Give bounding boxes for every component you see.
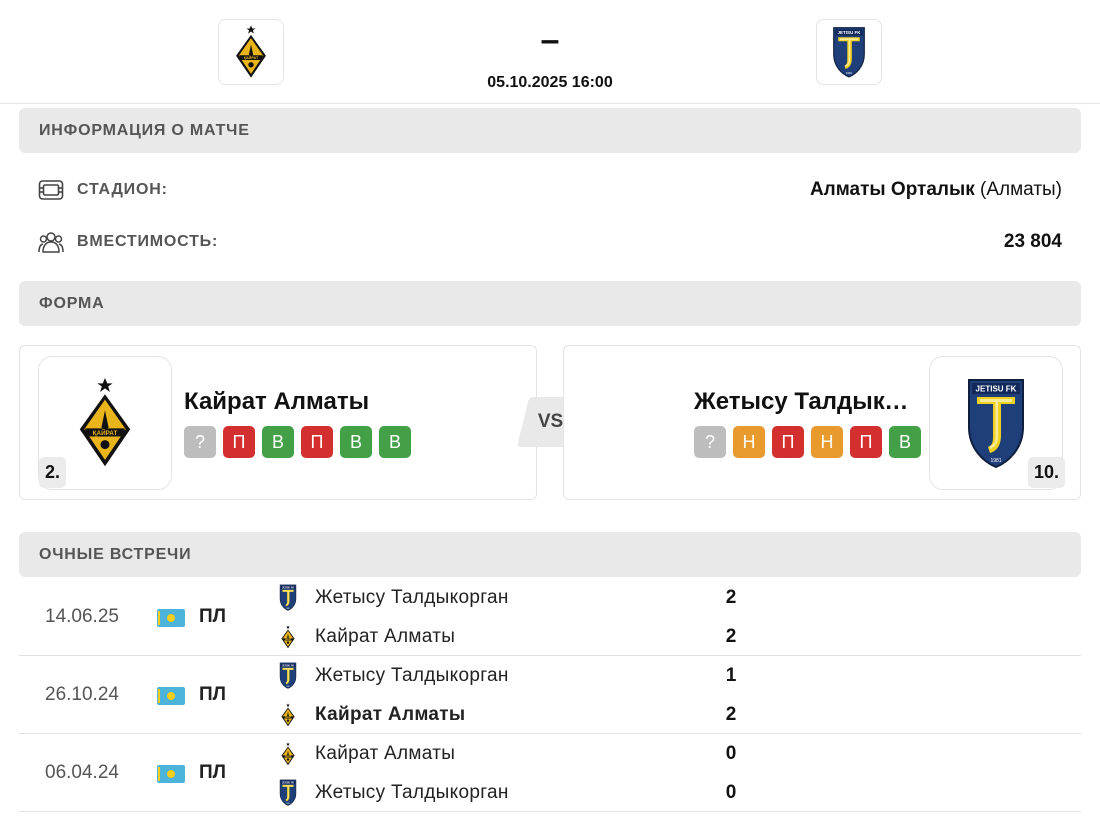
away-form-result[interactable]: Н <box>733 426 765 458</box>
h2h-team-name: Жетысу Талдыкорган <box>315 586 509 608</box>
h2h-league[interactable]: ПЛ <box>199 762 226 783</box>
away-form-result[interactable]: П <box>772 426 804 458</box>
kairat-crest-icon <box>281 703 295 727</box>
h2h-team-bottom[interactable]: Кайрат Алматы <box>277 695 465 734</box>
team-crest <box>277 741 299 767</box>
team-crest <box>277 624 299 650</box>
kazakhstan-flag-icon <box>157 687 185 705</box>
h2h-score-bottom: 0 <box>725 782 737 803</box>
away-team-name[interactable]: Жетысу Талдыкорган <box>694 388 909 415</box>
away-form-result[interactable]: П <box>850 426 882 458</box>
stadium-icon <box>38 177 64 203</box>
kairat-crest-icon <box>235 25 267 79</box>
zhetysu-crest-icon <box>279 662 297 689</box>
match-score: – <box>540 21 560 59</box>
h2h-score-bottom: 2 <box>725 704 737 725</box>
team-crest <box>277 663 299 689</box>
h2h-date: 26.10.24 <box>45 684 119 705</box>
h2h-league[interactable]: ПЛ <box>199 684 226 705</box>
away-team-logo[interactable] <box>816 19 882 85</box>
home-form-badges: ? П В П В В <box>184 426 411 458</box>
h2h-team-top[interactable]: Кайрат Алматы <box>277 734 455 773</box>
stadium-city: (Алматы) <box>980 179 1062 200</box>
h2h-team-top[interactable]: Жетысу Талдыкорган <box>277 578 509 617</box>
zhetysu-crest-icon <box>966 377 1026 469</box>
stadium-value: Алматы Орталык (Алматы) <box>810 179 1062 201</box>
zhetysu-crest-icon <box>279 779 297 806</box>
zhetysu-crest-icon <box>279 584 297 611</box>
h2h-league[interactable]: ПЛ <box>199 606 226 627</box>
home-form-result[interactable]: П <box>223 426 255 458</box>
h2h-team-name: Жетысу Талдыкорган <box>315 781 509 803</box>
h2h-team-name: Кайрат Алматы <box>315 703 466 725</box>
home-form-result[interactable]: ? <box>184 426 216 458</box>
kairat-crest-icon <box>281 742 295 766</box>
kazakhstan-flag-icon <box>157 609 185 627</box>
capacity-value: 23 804 <box>1003 231 1062 252</box>
away-form-badges: ? Н П Н П В <box>694 426 921 458</box>
h2h-match-row[interactable]: 26.10.24 ПЛ Жетысу Талдыкорган 1 Кайрат Алма… <box>19 656 1081 734</box>
home-form-result[interactable]: В <box>262 426 294 458</box>
home-form-result[interactable]: В <box>379 426 411 458</box>
home-team-logo[interactable] <box>218 19 284 85</box>
home-form-result[interactable]: В <box>340 426 372 458</box>
h2h-team-bottom[interactable]: Жетысу Талдыкорган <box>277 773 509 812</box>
away-form-result[interactable]: ? <box>694 426 726 458</box>
h2h-team-top[interactable]: Жетысу Талдыкорган <box>277 656 509 695</box>
h2h-team-name: Кайрат Алматы <box>315 742 456 764</box>
match-datetime: 05.10.2025 16:00 <box>487 74 613 91</box>
h2h-score-bottom: 2 <box>725 626 737 647</box>
h2h-team-bottom[interactable]: Кайрат Алматы <box>277 617 455 656</box>
kazakhstan-flag-icon <box>157 765 185 783</box>
away-form-result[interactable]: Н <box>811 426 843 458</box>
home-form-card[interactable]: 2. Кайрат Алматы ? П В П В В <box>19 345 537 500</box>
h2h-score-top: 0 <box>725 743 737 764</box>
h2h-team-name: Кайрат Алматы <box>315 625 456 647</box>
away-rank: 10. <box>1027 457 1065 488</box>
team-crest <box>277 702 299 728</box>
h2h-date: 14.06.25 <box>45 606 119 627</box>
match-info-header: ИНФОРМАЦИЯ О МАТЧЕ <box>19 108 1081 153</box>
capacity-label: ВМЕСТИМОСТЬ: <box>77 233 219 250</box>
match-header: – 05.10.2025 16:00 <box>0 0 1100 104</box>
home-form-result[interactable]: П <box>301 426 333 458</box>
h2h-score-top: 1 <box>725 665 737 686</box>
h2h-header: ОЧНЫЕ ВСТРЕЧИ <box>19 532 1081 577</box>
zhetysu-crest-icon <box>832 25 866 79</box>
stadium-row: СТАДИОН: Алматы Орталык (Алматы) <box>38 175 1062 205</box>
h2h-score-top: 2 <box>725 587 737 608</box>
stadium-label: СТАДИОН: <box>77 181 168 198</box>
home-team-name[interactable]: Кайрат Алматы <box>184 388 370 415</box>
team-crest <box>277 585 299 611</box>
team-crest <box>277 780 299 806</box>
away-form-result[interactable]: В <box>889 426 921 458</box>
people-icon <box>38 229 64 255</box>
kairat-crest-icon <box>78 377 132 469</box>
stadium-name[interactable]: Алматы Орталык <box>809 179 975 200</box>
h2h-date: 06.04.24 <box>45 762 119 783</box>
home-rank: 2. <box>39 457 67 488</box>
capacity-row: ВМЕСТИМОСТЬ: 23 804 <box>38 227 1062 257</box>
h2h-match-row[interactable]: 14.06.25 ПЛ Жетысу Талдыкорган 2 Кайрат Алма… <box>19 578 1081 656</box>
h2h-team-name: Жетысу Талдыкорган <box>315 664 509 686</box>
h2h-match-row[interactable]: 06.04.24 ПЛ Кайрат Алматы 0 Жетысу Талдыкорг… <box>19 734 1081 812</box>
kairat-crest-icon <box>281 625 295 649</box>
form-header: ФОРМА <box>19 281 1081 326</box>
